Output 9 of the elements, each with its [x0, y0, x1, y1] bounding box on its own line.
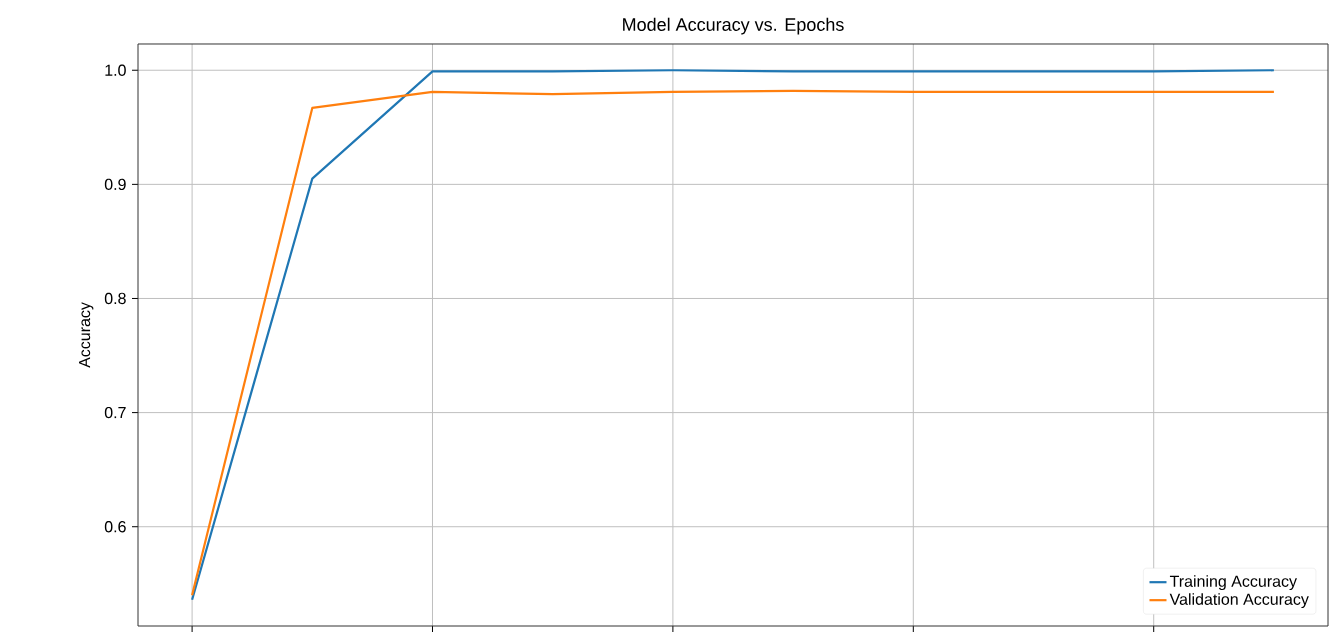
chart-title: Model Accuracy vs. Epochs — [623, 17, 844, 35]
y-tick-label: 0.6 — [104, 521, 126, 533]
legend-label: Training Accuracy — [1169, 575, 1297, 591]
y-tick-label: 1.0 — [105, 64, 126, 76]
y-axis-title: Accuracy — [79, 302, 94, 368]
y-tick-label: 0.8 — [104, 292, 126, 305]
y-tick-label: 0.7 — [104, 406, 126, 419]
legend-label: Validation Accuracy — [1169, 593, 1309, 609]
y-tick-label: 0.9 — [104, 178, 126, 191]
